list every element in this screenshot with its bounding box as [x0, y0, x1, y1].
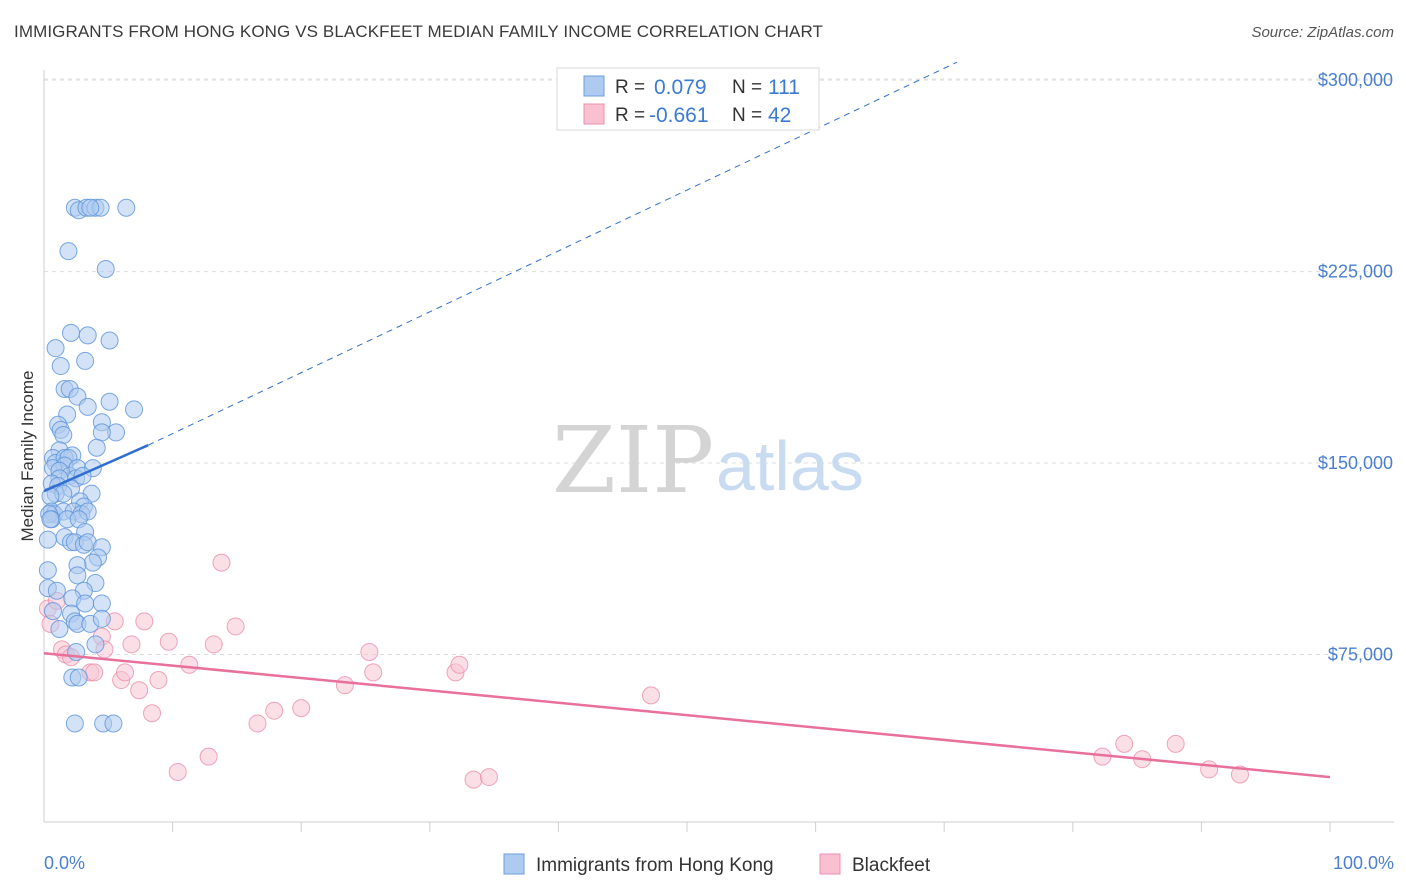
axes [43, 70, 1394, 823]
trend-line-blackfeet [43, 652, 1331, 779]
data-point-blackfeet [335, 676, 354, 695]
watermark: ZIP atlas [552, 407, 864, 514]
data-point-hong-kong [92, 609, 111, 628]
data-point-hong-kong [59, 242, 78, 261]
x-tick-label-min: 0.0% [44, 853, 85, 873]
legend-r-label-1: R = [615, 77, 645, 98]
data-point-hong-kong [86, 635, 105, 654]
data-point-hong-kong [76, 594, 95, 613]
data-point-blackfeet [1166, 734, 1185, 753]
bottom-legend-label-blackfeet: Blackfeet [852, 855, 931, 876]
data-point-blackfeet [226, 617, 245, 636]
data-point-hong-kong [92, 423, 111, 442]
data-point-hong-kong [92, 594, 111, 613]
data-point-hong-kong [125, 400, 144, 419]
data-point-blackfeet [212, 553, 231, 572]
data-point-blackfeet [130, 681, 149, 700]
data-point-hong-kong [62, 323, 81, 342]
trend-line-hong-kong [43, 444, 149, 493]
x-tick-label-max: 100.0% [1333, 853, 1394, 873]
data-point-blackfeet [1115, 734, 1134, 753]
trend-line-hong-kong-extension [147, 61, 958, 446]
data-point-blackfeet [143, 704, 162, 723]
series-legend: Immigrants from Hong Kong Blackfeet [503, 853, 931, 876]
y-tick-label: $300,000 [1318, 70, 1393, 90]
data-point-hong-kong [100, 392, 119, 411]
data-point-blackfeet [1230, 765, 1249, 784]
data-point-blackfeet [204, 635, 223, 654]
legend-n-label-2: N = [732, 105, 762, 126]
watermark-zip: ZIP [552, 407, 714, 514]
data-point-hong-kong [78, 326, 97, 345]
data-point-hong-kong [68, 566, 87, 585]
data-point-blackfeet [641, 686, 660, 705]
data-point-blackfeet [199, 747, 218, 766]
data-point-blackfeet [292, 699, 311, 718]
data-point-blackfeet [135, 612, 154, 631]
x-ticks [172, 822, 1331, 832]
data-point-hong-kong [69, 668, 88, 687]
data-point-blackfeet [122, 635, 141, 654]
data-point-hong-kong [51, 357, 70, 376]
data-point-hong-kong [38, 530, 57, 549]
data-point-blackfeet [180, 655, 199, 674]
data-point-blackfeet [248, 714, 267, 733]
grid-lines [44, 78, 1394, 656]
data-point-blackfeet [479, 768, 498, 787]
legend-r-value-2: -0.661 [649, 104, 709, 127]
data-point-hong-kong [87, 438, 106, 457]
bottom-legend-label-hong-kong: Immigrants from Hong Kong [536, 855, 774, 876]
legend-n-value-2: 42 [768, 104, 791, 127]
legend-swatch-hong-kong [583, 75, 605, 97]
data-point-hong-kong [41, 510, 60, 529]
legend-r-value-1: 0.079 [654, 76, 707, 99]
y-axis-label: Median Family Income [18, 370, 37, 541]
source-credit: Source: ZipAtlas.com [1251, 24, 1394, 41]
chart-title: IMMIGRANTS FROM HONG KONG VS BLACKFEET M… [14, 22, 823, 41]
bottom-legend-swatch-blackfeet [819, 853, 841, 875]
data-point-hong-kong [54, 425, 73, 444]
data-point-hong-kong [46, 339, 65, 358]
data-point-hong-kong [104, 714, 123, 733]
data-point-blackfeet [116, 663, 135, 682]
watermark-atlas: atlas [716, 427, 864, 505]
data-point-blackfeet [360, 642, 379, 661]
data-point-blackfeet [265, 701, 284, 720]
data-point-hong-kong [96, 260, 115, 279]
y-tick-label: $225,000 [1318, 262, 1393, 282]
data-point-hong-kong [50, 619, 69, 638]
legend-n-label-1: N = [732, 77, 762, 98]
data-point-hong-kong [47, 581, 66, 600]
legend-swatch-blackfeet [583, 103, 605, 125]
data-point-blackfeet [364, 663, 383, 682]
legend-r-label-2: R = [615, 105, 645, 126]
data-point-blackfeet [159, 632, 178, 651]
data-point-blackfeet [464, 770, 483, 789]
data-point-hong-kong [78, 397, 97, 416]
data-point-hong-kong [100, 331, 119, 350]
data-point-hong-kong [117, 198, 136, 217]
data-point-blackfeet [1200, 760, 1219, 779]
data-point-hong-kong [76, 351, 95, 370]
data-point-blackfeet [85, 663, 104, 682]
data-point-hong-kong [81, 198, 100, 217]
data-point-blackfeet [450, 655, 469, 674]
data-point-hong-kong [65, 714, 84, 733]
correlation-legend: R = 0.079 N = 111 R = -0.661 N = 42 [556, 67, 820, 131]
y-tick-label: $150,000 [1318, 453, 1393, 473]
data-point-hong-kong [44, 602, 63, 621]
data-point-hong-kong [38, 561, 57, 580]
y-tick-label: $75,000 [1328, 645, 1393, 665]
y-tick-labels: $75,000 $150,000 $225,000 $300,000 [1318, 70, 1393, 664]
trend-lines [43, 61, 1331, 779]
bottom-legend-swatch-hong-kong [503, 853, 525, 875]
data-point-blackfeet [168, 762, 187, 781]
legend-n-value-1: 111 [768, 76, 800, 99]
data-point-blackfeet [149, 671, 168, 690]
data-point-hong-kong [83, 553, 102, 572]
